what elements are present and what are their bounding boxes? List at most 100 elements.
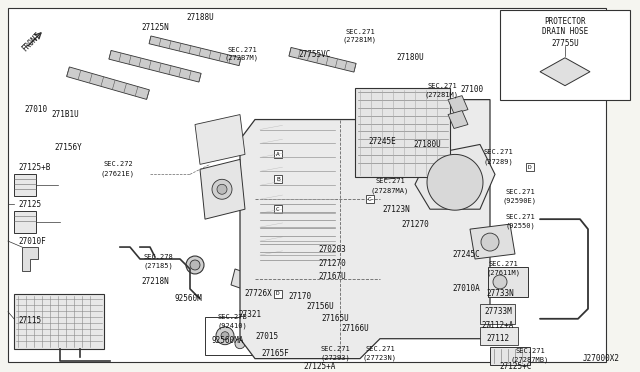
Text: 27010F: 27010F — [18, 237, 45, 246]
Text: 27112+A: 27112+A — [482, 321, 514, 330]
Bar — [500, 10, 630, 100]
Polygon shape — [415, 144, 495, 209]
Text: (27289): (27289) — [483, 158, 513, 165]
Text: SEC.271: SEC.271 — [505, 189, 535, 195]
Text: 27115: 27115 — [18, 316, 41, 325]
Text: (27281M): (27281M) — [425, 92, 459, 98]
Polygon shape — [200, 159, 245, 219]
Bar — [205, 317, 275, 355]
Text: 27180U: 27180U — [413, 140, 441, 149]
Text: FRONT: FRONT — [20, 31, 43, 53]
Text: 27156U: 27156U — [306, 302, 334, 311]
Polygon shape — [289, 48, 356, 72]
Text: 27726X: 27726X — [244, 289, 272, 298]
Text: (27281M): (27281M) — [343, 36, 377, 43]
Text: SEC.271: SEC.271 — [505, 214, 535, 220]
Bar — [480, 327, 518, 345]
Text: SEC.271: SEC.271 — [345, 29, 375, 35]
Text: 271B1U: 271B1U — [51, 110, 79, 119]
Text: SEC.271: SEC.271 — [427, 83, 457, 89]
Text: 271270: 271270 — [318, 260, 346, 269]
Text: (27723N): (27723N) — [363, 355, 397, 361]
Bar — [274, 205, 282, 213]
Polygon shape — [470, 224, 515, 259]
Text: 27010: 27010 — [24, 105, 47, 114]
Text: (92410): (92410) — [217, 323, 247, 329]
Text: 27123N: 27123N — [382, 205, 410, 214]
Text: (27185): (27185) — [143, 263, 173, 269]
Text: (27293): (27293) — [320, 355, 350, 361]
Bar — [366, 195, 374, 203]
Text: 27755U: 27755U — [551, 39, 579, 48]
Circle shape — [493, 275, 507, 289]
Text: SEC.271: SEC.271 — [320, 346, 350, 352]
Polygon shape — [22, 247, 38, 271]
Text: 27180U: 27180U — [396, 53, 424, 62]
Text: J27000X2: J27000X2 — [583, 354, 620, 363]
Bar — [14, 174, 36, 196]
Bar — [526, 163, 534, 171]
Text: 27100: 27100 — [460, 85, 483, 94]
Bar — [490, 347, 530, 365]
Text: 27165F: 27165F — [261, 349, 289, 358]
Circle shape — [216, 327, 234, 345]
Polygon shape — [448, 110, 468, 128]
Bar — [274, 290, 282, 298]
Circle shape — [190, 260, 200, 270]
Circle shape — [186, 256, 204, 274]
Text: A: A — [276, 152, 280, 157]
Text: (92590E): (92590E) — [503, 198, 537, 205]
Bar — [355, 88, 450, 177]
Text: 27218N: 27218N — [141, 278, 169, 286]
Text: 27188U: 27188U — [186, 13, 214, 22]
Polygon shape — [427, 154, 483, 210]
Bar — [14, 211, 36, 233]
Text: SEC.271: SEC.271 — [515, 348, 545, 354]
Bar — [274, 150, 282, 158]
Text: 27010A: 27010A — [452, 284, 480, 294]
Circle shape — [235, 339, 245, 349]
Bar — [480, 304, 515, 324]
Text: B: B — [276, 177, 280, 182]
Text: 27125+C: 27125+C — [500, 362, 532, 371]
Bar — [488, 267, 528, 297]
Text: C: C — [276, 207, 280, 212]
Text: 27733M: 27733M — [484, 307, 512, 316]
Text: 27167U: 27167U — [318, 272, 346, 282]
Text: 27125+B: 27125+B — [18, 163, 51, 172]
Polygon shape — [195, 115, 245, 164]
Text: SEC.271: SEC.271 — [375, 178, 405, 184]
Text: D: D — [276, 291, 280, 296]
Text: (27287MB): (27287MB) — [511, 356, 549, 363]
Text: 27170: 27170 — [289, 292, 312, 301]
Text: C: C — [368, 197, 372, 202]
Text: PROTECTOR: PROTECTOR — [544, 17, 586, 26]
Text: 27015: 27015 — [255, 332, 278, 341]
Text: (92550): (92550) — [505, 223, 535, 230]
Text: SEC.271: SEC.271 — [365, 346, 395, 352]
Text: 92560MA: 92560MA — [212, 336, 244, 345]
Text: 27733N: 27733N — [486, 289, 514, 298]
Text: 27125N: 27125N — [141, 23, 169, 32]
Polygon shape — [231, 269, 258, 293]
Text: (27287MA): (27287MA) — [371, 187, 409, 193]
Text: 270203: 270203 — [318, 244, 346, 254]
Text: 271270: 271270 — [401, 219, 429, 229]
Text: (272B7M): (272B7M) — [225, 55, 259, 61]
Polygon shape — [380, 140, 425, 179]
Text: 92560M: 92560M — [174, 294, 202, 303]
Text: 27755VC: 27755VC — [299, 50, 331, 59]
Text: 27125: 27125 — [18, 200, 41, 209]
Circle shape — [221, 332, 229, 340]
Text: 27125+A: 27125+A — [304, 362, 336, 371]
Bar — [14, 294, 104, 349]
Text: 27156Y: 27156Y — [54, 143, 82, 152]
Text: SEC.271: SEC.271 — [483, 150, 513, 155]
Polygon shape — [540, 58, 590, 86]
Text: SEC.271: SEC.271 — [227, 47, 257, 53]
Text: SEC.272: SEC.272 — [103, 161, 133, 167]
Circle shape — [451, 178, 459, 186]
Polygon shape — [149, 36, 241, 65]
Text: DRAIN HOSE: DRAIN HOSE — [542, 28, 588, 36]
Text: 27321: 27321 — [239, 310, 262, 319]
